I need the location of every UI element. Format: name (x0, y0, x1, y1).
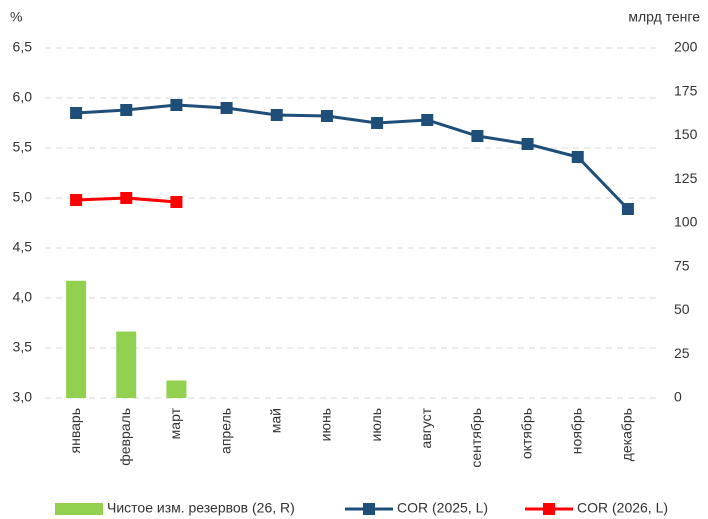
marker (120, 192, 133, 204)
x-tick-label: август (418, 407, 434, 448)
marker (170, 99, 183, 111)
legend-swatch (543, 503, 555, 515)
bar (66, 280, 87, 398)
y2-axis-label: млрд тенге (628, 9, 700, 25)
x-tick-label: май (267, 408, 283, 433)
marker (120, 104, 133, 116)
y2-tick-label: 150 (674, 126, 698, 142)
marker (471, 130, 484, 142)
x-tick-label: октябрь (518, 408, 534, 459)
x-tick-label: март (167, 407, 183, 439)
marker (270, 109, 283, 121)
bar (116, 331, 137, 398)
x-tick-label: ноябрь (568, 408, 584, 454)
legend-label: Чистое изм. резервов (26, R) (107, 500, 295, 516)
marker (571, 151, 584, 163)
marker (220, 102, 233, 114)
legend-swatch (363, 503, 375, 515)
legend-swatch (55, 503, 103, 515)
x-tick-label: февраль (117, 408, 133, 466)
marker (421, 114, 434, 126)
y-tick-label: 4,5 (13, 239, 33, 255)
x-tick-label: июль (368, 408, 384, 441)
marker (521, 138, 534, 150)
x-tick-label: апрель (217, 408, 233, 454)
y-tick-label: 6,5 (13, 39, 33, 55)
marker (70, 107, 83, 119)
marker (320, 110, 333, 122)
legend-label: COR (2025, L) (397, 500, 488, 516)
y-tick-label: 4,0 (13, 289, 33, 305)
y2-tick-label: 200 (674, 39, 698, 55)
y2-tick-label: 0 (674, 389, 682, 405)
y2-tick-label: 125 (674, 170, 698, 186)
legend-label: COR (2026, L) (577, 500, 668, 516)
y2-tick-label: 25 (674, 345, 690, 361)
marker (170, 196, 183, 208)
y-tick-label: 3,0 (13, 389, 33, 405)
y-tick-label: 5,5 (13, 139, 33, 155)
y2-tick-label: 75 (674, 257, 690, 273)
y-tick-label: 6,0 (13, 89, 33, 105)
x-tick-label: январь (67, 408, 83, 453)
marker (371, 117, 384, 129)
x-tick-label: декабрь (619, 408, 635, 461)
x-tick-label: сентябрь (468, 408, 484, 468)
marker (621, 203, 634, 215)
line (75, 103, 629, 211)
y2-tick-label: 100 (674, 214, 698, 230)
x-tick-label: июнь (318, 408, 334, 441)
y-tick-label: 5,0 (13, 189, 33, 205)
marker (70, 194, 83, 206)
bar (166, 380, 187, 398)
y-axis-label: % (10, 9, 22, 25)
y-tick-label: 3,5 (13, 339, 33, 355)
y2-tick-label: 175 (674, 82, 698, 98)
y2-tick-label: 50 (674, 301, 690, 317)
